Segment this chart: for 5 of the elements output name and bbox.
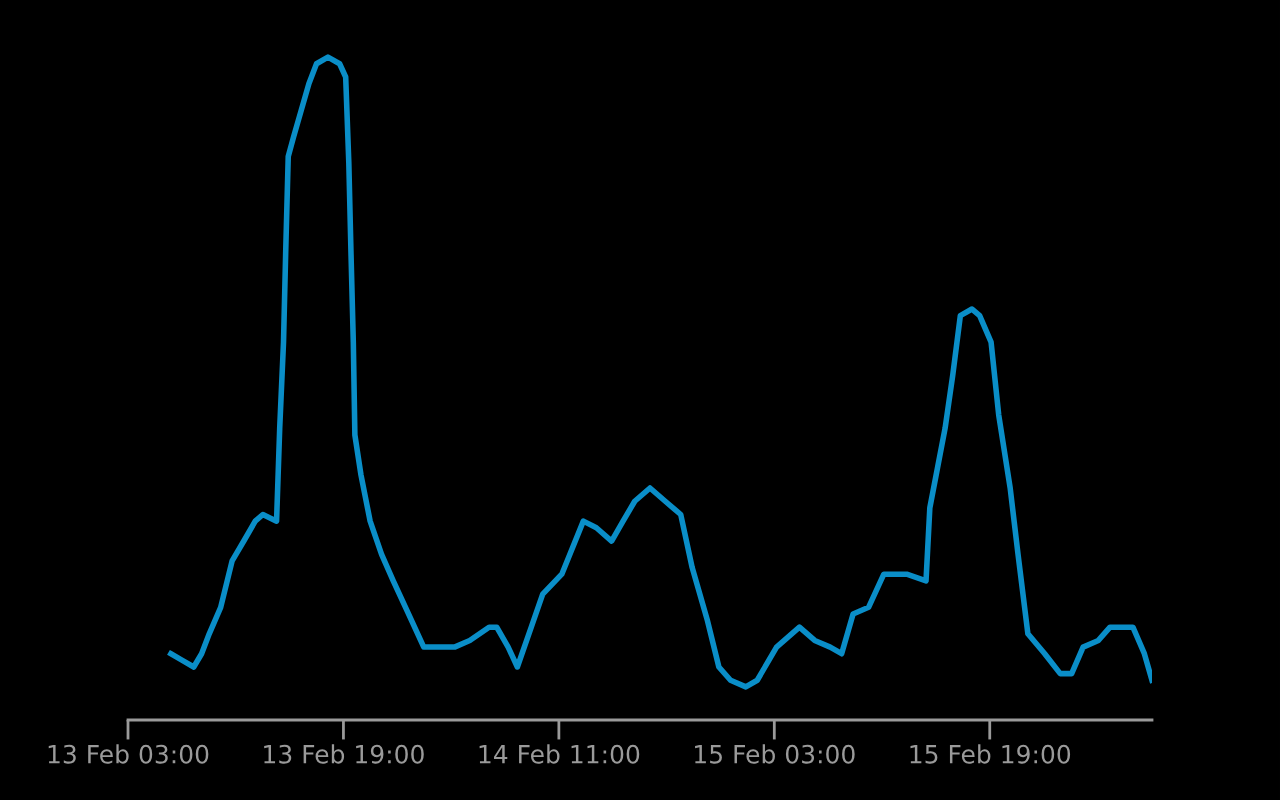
- x-tick-label: 15 Feb 19:00: [910, 744, 1071, 764]
- x-tick-label: 14 Feb 11:00: [479, 744, 640, 764]
- x-tick-label: 13 Feb 03:00: [48, 744, 209, 764]
- x-tick-label: 15 Feb 03:00: [695, 744, 855, 764]
- x-tick-label: 13 Feb 19:00: [264, 744, 424, 764]
